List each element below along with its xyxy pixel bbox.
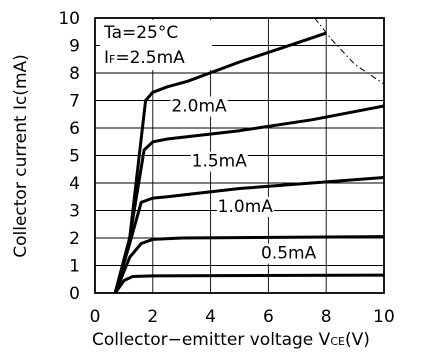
y-axis-label: Collector current Ic(mA) (11, 54, 31, 258)
series-line-1.5mA (113, 176, 385, 294)
series-group (113, 31, 385, 294)
y-tick-label: 0 (69, 284, 80, 304)
curve-label-1.5mA: 1.5mA (192, 152, 248, 172)
curve-label-background (216, 196, 274, 217)
if-prefix: I (104, 48, 109, 68)
y-tick-label: 5 (69, 147, 80, 167)
power-limit-curve (314, 17, 385, 85)
y-tick-label: 3 (69, 202, 80, 222)
y-tick-label: 10 (58, 9, 80, 29)
curve-label-2.0mA: 2.0mA (171, 97, 227, 117)
x-tick-label: 8 (321, 307, 332, 327)
temperature-annotation: Ta=25°C (103, 23, 178, 43)
y-tick-labels: 0 1 2 3 4 5 6 7 8 9 10 (58, 9, 80, 304)
curve-labels: 2.0mA 1.5mA 1.0mA 0.5mA (170, 96, 318, 264)
y-tick-label: 6 (69, 119, 80, 139)
curve-label-0.5mA: 0.5mA (261, 244, 317, 264)
series-line-2.5mA (113, 31, 327, 294)
y-tick-label: 2 (69, 229, 80, 249)
curve-label-1.0mA: 1.0mA (218, 197, 274, 217)
x-tick-label: 4 (205, 307, 216, 327)
y-tick-label: 1 (69, 257, 80, 277)
y-tick-label: 7 (69, 92, 80, 112)
series-line-0.5mA (113, 273, 385, 294)
if-subscript: F (109, 53, 115, 66)
curve-label-background (260, 243, 318, 264)
x-axis-label-sub: CE (330, 335, 345, 348)
series-line-1.0mA (113, 235, 385, 294)
power-limit-curve-group (314, 17, 385, 85)
annotation-background (100, 20, 212, 70)
curve-label-background (190, 151, 248, 172)
x-tick-label: 2 (147, 307, 158, 327)
curve-label-background (170, 96, 228, 117)
y-tick-label: 4 (69, 174, 80, 194)
x-tick-label: 10 (373, 307, 395, 327)
y-tick-label: 8 (69, 64, 80, 84)
forward-current-annotation: IF=2.5mA (104, 48, 185, 68)
x-tick-label: 6 (263, 307, 274, 327)
series-line-2.0mA (113, 104, 385, 294)
x-tick-label: 0 (90, 307, 101, 327)
x-axis-label-main: Collector−emitter voltage V (92, 330, 331, 350)
x-tick-labels: 0 2 4 6 8 10 (90, 307, 395, 327)
plot-frame (94, 17, 385, 294)
y-tick-label: 9 (69, 37, 80, 57)
if-value: =2.5mA (115, 48, 185, 68)
x-axis-label-unit: (V) (345, 330, 370, 350)
x-axis-label: Collector−emitter voltage VCE(V) (92, 330, 370, 350)
